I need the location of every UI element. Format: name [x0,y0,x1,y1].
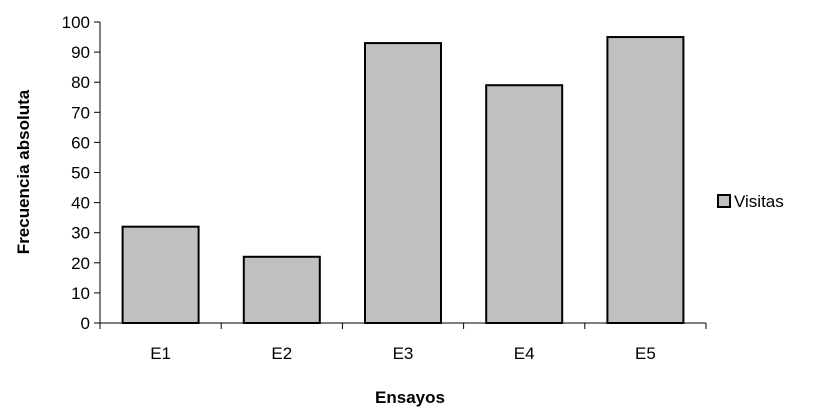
y-tick-label: 50 [71,164,90,183]
x-axis-title: Ensayos [375,388,445,407]
x-axis-ticks: E1 E2 E3 E4 E5 [99,323,707,363]
y-tick-label: 70 [71,103,90,122]
y-tick-label: 80 [71,73,90,92]
bar-e1 [121,225,200,324]
legend-swatch-visitas [717,194,731,208]
y-tick-label: 100 [62,13,90,32]
x-tick-label-e4: E4 [514,344,535,363]
legend-label-visitas: Visitas [734,192,784,211]
y-tick-label: 10 [71,284,90,303]
y-tick-label: 0 [81,314,90,333]
bar-e2 [242,255,321,324]
bar-e4 [485,84,564,324]
y-axis-ticks: 0 10 20 30 40 50 60 70 80 90 100 [62,13,100,333]
y-tick-label: 60 [71,133,90,152]
x-tick-label-e1: E1 [150,344,171,363]
y-tick-label: 40 [71,194,90,213]
x-tick-label-e5: E5 [635,344,656,363]
bar-e5 [606,36,685,325]
y-axis-title: Frecuencia absoluta [14,89,33,254]
x-tick-label-e2: E2 [271,344,292,363]
y-tick-label: 90 [71,43,90,62]
bars [121,36,685,325]
y-tick-label: 20 [71,254,90,273]
x-tick-label-e3: E3 [393,344,414,363]
legend: Visitas [717,192,784,211]
y-tick-label: 30 [71,224,90,243]
bar-e3 [364,42,442,324]
